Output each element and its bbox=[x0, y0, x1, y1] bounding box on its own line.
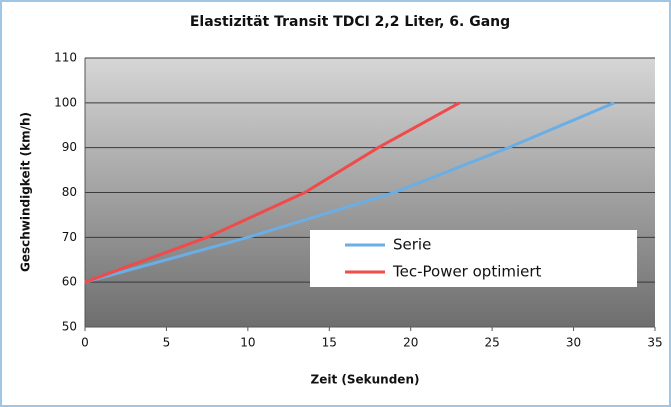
x-tick-label: 5 bbox=[163, 336, 171, 350]
legend-label: Tec-Power optimiert bbox=[392, 263, 542, 281]
y-tick-label: 90 bbox=[62, 140, 77, 154]
y-tick-label: 60 bbox=[62, 275, 77, 289]
y-tick-label: 50 bbox=[62, 320, 77, 334]
x-tick-label: 25 bbox=[485, 336, 500, 350]
y-tick-label: 70 bbox=[62, 230, 77, 244]
y-tick-label: 110 bbox=[54, 51, 77, 65]
series-line bbox=[84, 101, 461, 284]
x-tick-label: 10 bbox=[240, 336, 255, 350]
x-tick-label: 0 bbox=[81, 336, 89, 350]
series-line bbox=[84, 101, 615, 284]
x-tick-label: 30 bbox=[566, 336, 581, 350]
x-tick-label: 15 bbox=[322, 336, 337, 350]
y-tick-label: 100 bbox=[54, 95, 77, 109]
x-tick-label: 35 bbox=[647, 336, 662, 350]
y-axis-label: Geschwindigkeit (km/h) bbox=[19, 112, 33, 272]
x-axis-label: Zeit (Sekunden) bbox=[311, 373, 420, 387]
x-tick-label: 20 bbox=[403, 336, 418, 350]
chart-title: Elastizität Transit TDCI 2,2 Liter, 6. G… bbox=[190, 14, 510, 30]
legend-box bbox=[310, 230, 637, 287]
y-tick-label: 80 bbox=[62, 185, 77, 199]
legend-label: Serie bbox=[393, 236, 431, 254]
